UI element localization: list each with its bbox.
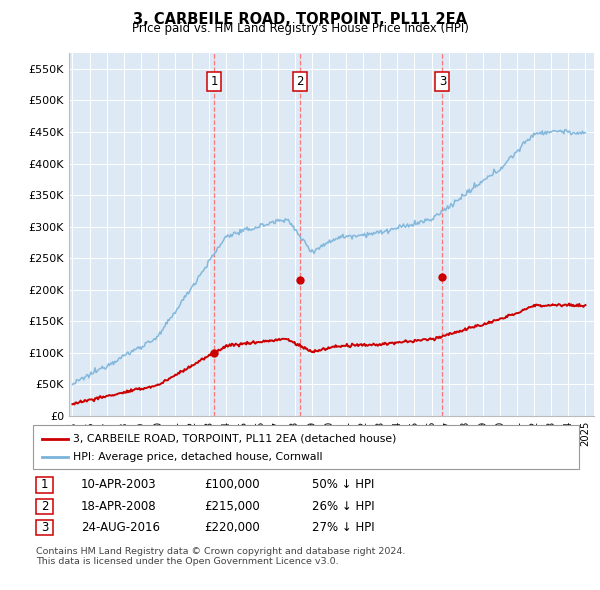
Text: 3, CARBEILE ROAD, TORPOINT, PL11 2EA (detached house): 3, CARBEILE ROAD, TORPOINT, PL11 2EA (de… xyxy=(73,434,396,444)
Text: £100,000: £100,000 xyxy=(204,478,260,491)
Text: 3: 3 xyxy=(41,521,48,534)
Text: £220,000: £220,000 xyxy=(204,521,260,534)
Text: 3, CARBEILE ROAD, TORPOINT, PL11 2EA: 3, CARBEILE ROAD, TORPOINT, PL11 2EA xyxy=(133,12,467,27)
Text: 26% ↓ HPI: 26% ↓ HPI xyxy=(312,500,374,513)
Text: This data is licensed under the Open Government Licence v3.0.: This data is licensed under the Open Gov… xyxy=(36,557,338,566)
Text: 10-APR-2003: 10-APR-2003 xyxy=(81,478,157,491)
Text: 24-AUG-2016: 24-AUG-2016 xyxy=(81,521,160,534)
Text: 50% ↓ HPI: 50% ↓ HPI xyxy=(312,478,374,491)
Text: 2: 2 xyxy=(296,75,304,88)
Text: HPI: Average price, detached house, Cornwall: HPI: Average price, detached house, Corn… xyxy=(73,452,322,461)
Text: 2: 2 xyxy=(41,500,48,513)
Text: 3: 3 xyxy=(439,75,446,88)
Text: Contains HM Land Registry data © Crown copyright and database right 2024.: Contains HM Land Registry data © Crown c… xyxy=(36,547,406,556)
Text: Price paid vs. HM Land Registry's House Price Index (HPI): Price paid vs. HM Land Registry's House … xyxy=(131,22,469,35)
Text: 1: 1 xyxy=(41,478,48,491)
Text: 27% ↓ HPI: 27% ↓ HPI xyxy=(312,521,374,534)
Text: 18-APR-2008: 18-APR-2008 xyxy=(81,500,157,513)
Text: £215,000: £215,000 xyxy=(204,500,260,513)
Text: 1: 1 xyxy=(210,75,218,88)
